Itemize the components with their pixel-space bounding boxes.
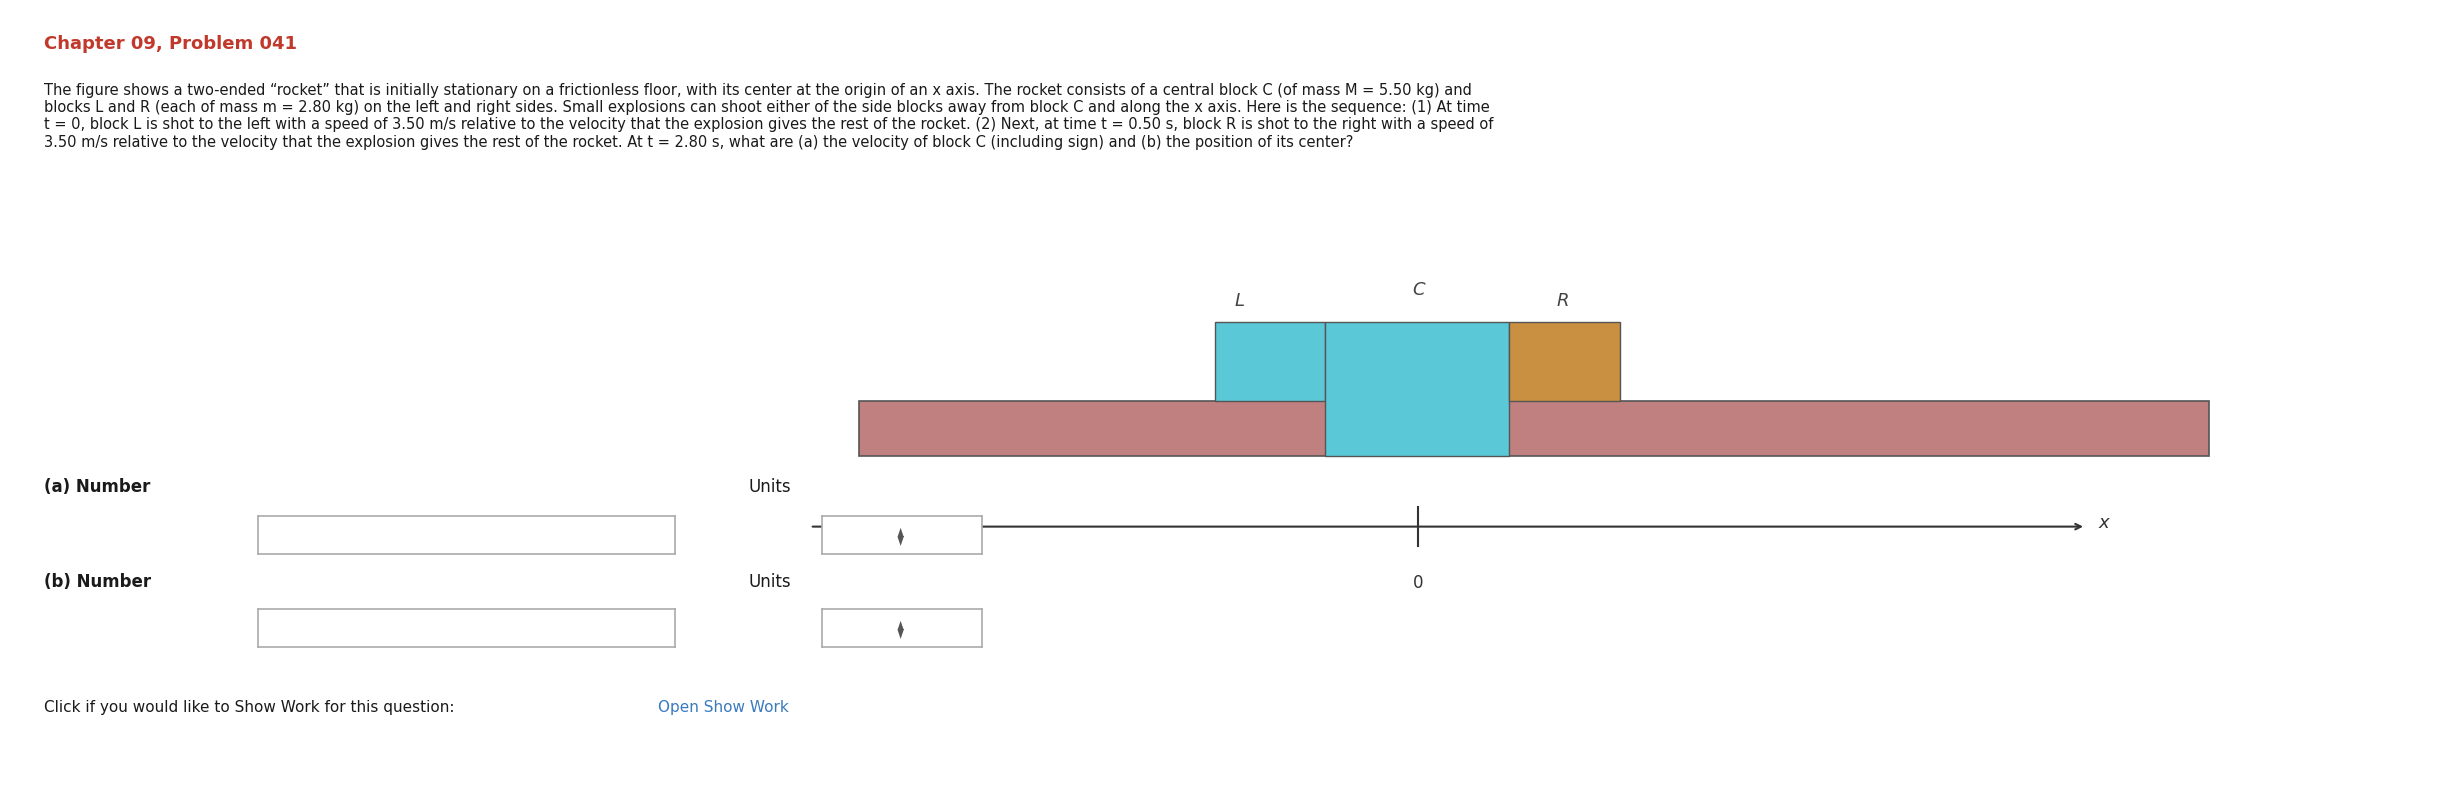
- Text: Click if you would like to Show Work for this question:: Click if you would like to Show Work for…: [44, 700, 454, 715]
- Text: C: C: [1411, 281, 1426, 299]
- Text: (a) Number: (a) Number: [44, 479, 150, 496]
- Text: Units: Units: [748, 573, 790, 590]
- Text: Open Show Work: Open Show Work: [658, 700, 788, 715]
- Text: ◄►: ◄►: [896, 526, 908, 545]
- Text: Units: Units: [748, 479, 790, 496]
- FancyBboxPatch shape: [1509, 322, 1620, 401]
- Text: 0: 0: [1414, 574, 1423, 592]
- Text: Chapter 09, Problem 041: Chapter 09, Problem 041: [44, 35, 297, 53]
- Text: L: L: [1234, 292, 1244, 310]
- FancyBboxPatch shape: [1325, 322, 1509, 456]
- Text: R: R: [1556, 292, 1571, 310]
- Text: ◄►: ◄►: [896, 619, 908, 637]
- Text: x: x: [2098, 514, 2108, 531]
- FancyBboxPatch shape: [859, 401, 2209, 456]
- Text: The figure shows a two-ended “rocket” that is initially stationary on a friction: The figure shows a two-ended “rocket” th…: [44, 83, 1494, 149]
- Text: (b) Number: (b) Number: [44, 573, 152, 590]
- FancyBboxPatch shape: [1215, 322, 1325, 401]
